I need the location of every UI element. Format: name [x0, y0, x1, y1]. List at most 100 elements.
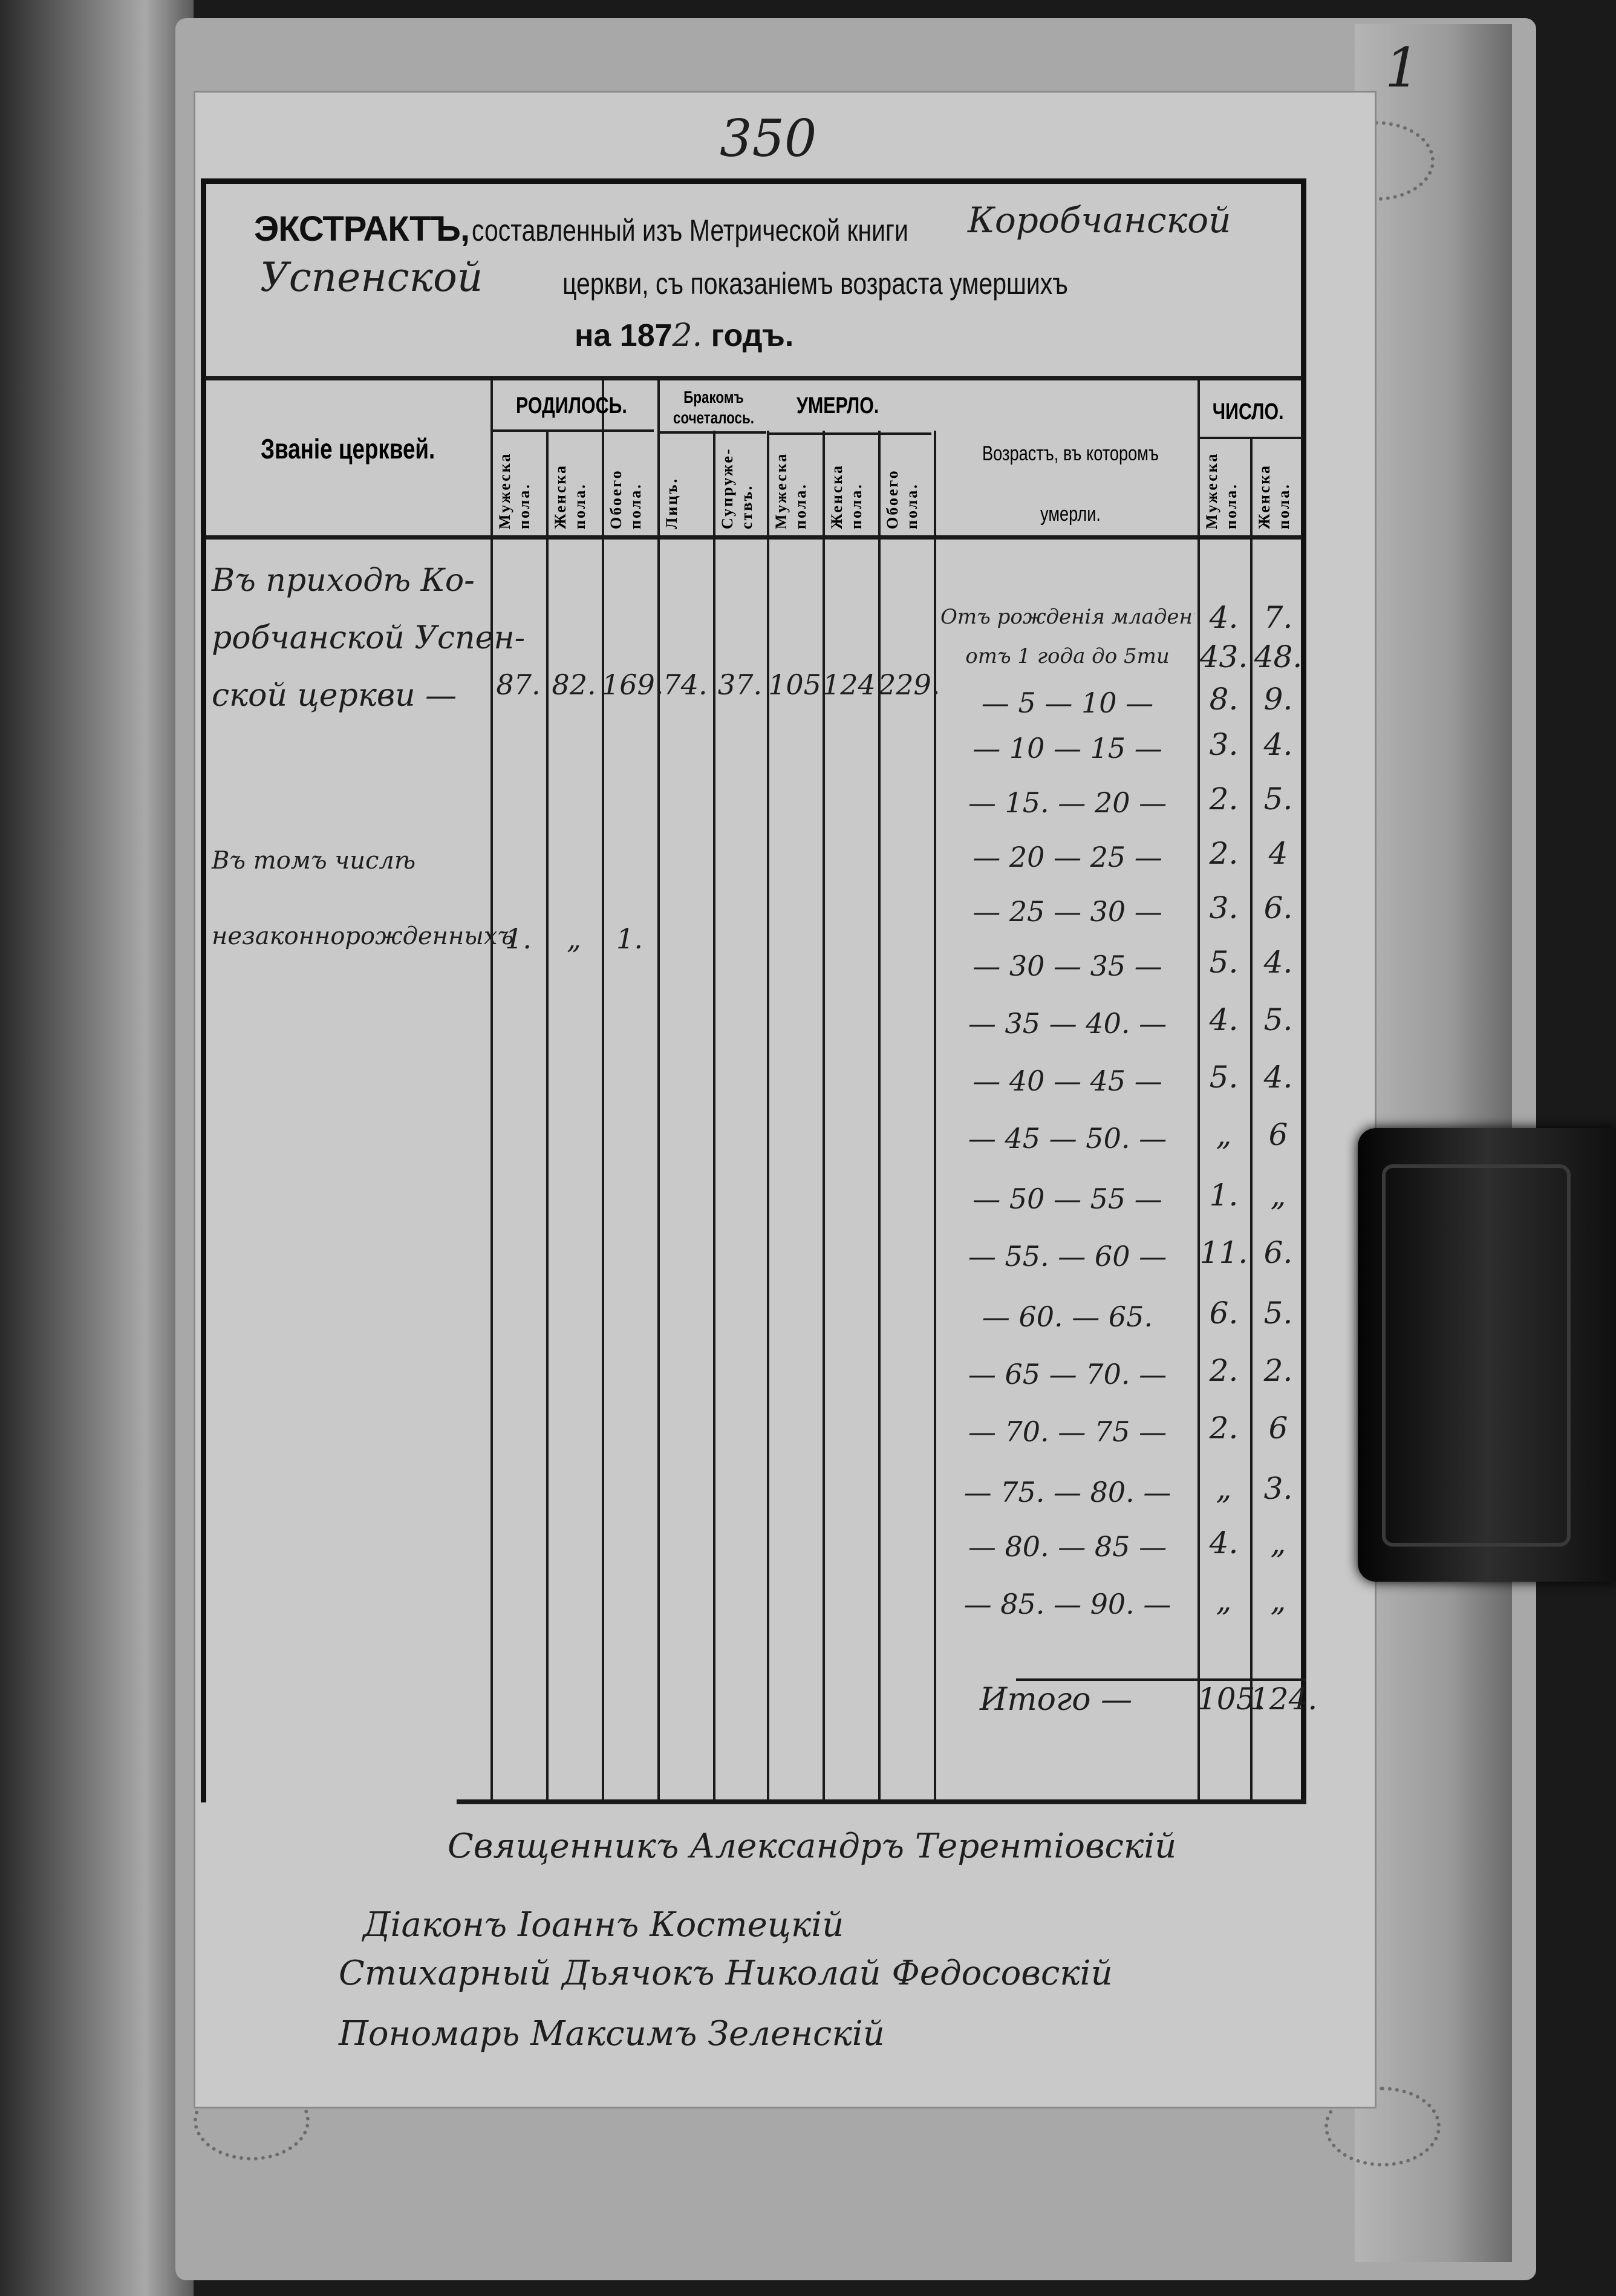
- age-range: — 35 — 40. —: [968, 1007, 1167, 1040]
- title-text: составленный изъ Метрической книги: [472, 214, 908, 247]
- header-age: Возрастъ, въ которомъ умерли.: [982, 442, 1159, 526]
- age-count-female: 4.: [1263, 1060, 1293, 1095]
- age-range: — 55. — 60 —: [968, 1240, 1167, 1273]
- entry-value: 87.: [496, 668, 541, 701]
- age-count-female: 2.: [1263, 1353, 1293, 1388]
- entry-value: 105: [768, 668, 821, 701]
- age-range: — 75. — 80. —: [963, 1476, 1171, 1508]
- age-count-male: 4.: [1209, 1002, 1239, 1037]
- entry-value: 1.: [616, 922, 643, 955]
- church-entry-name: Въ приходѣ Ко-: [212, 563, 475, 599]
- form-sheet: [194, 91, 1377, 2108]
- age-count-male: 3.: [1209, 890, 1239, 925]
- year-prefix: на 187: [575, 318, 673, 353]
- header-died: УМЕРЛО.: [797, 393, 879, 419]
- age-range: — 40 — 45 —: [973, 1065, 1162, 1097]
- age-count-male: 43.: [1199, 639, 1248, 674]
- age-range: — 20 — 25 —: [973, 841, 1162, 873]
- age-count-female: 9.: [1263, 682, 1293, 717]
- folio-number: 1: [1385, 36, 1420, 100]
- age-count-male: 4.: [1209, 600, 1239, 635]
- age-count-male: 2.: [1209, 781, 1239, 817]
- age-range: — 5 — 10 —: [981, 687, 1154, 719]
- age-count-female: 5.: [1263, 781, 1293, 817]
- header-count: ЧИСЛО.: [1212, 399, 1284, 425]
- header-bottom-rule: [206, 535, 1302, 540]
- age-count-female: 4: [1268, 836, 1288, 871]
- archive-number: 350: [720, 109, 817, 168]
- age-count-male: 2.: [1209, 1411, 1239, 1446]
- age-count-male: 5.: [1209, 945, 1239, 980]
- column-rule: [878, 431, 881, 1802]
- church-entry-name: робчанской Успен-: [212, 620, 526, 656]
- title-word: ЭКСТРАКТЪ,: [254, 209, 470, 249]
- age-count-female: 48.: [1254, 639, 1303, 674]
- header-top-rule: [206, 376, 1302, 380]
- age-count-male: „: [1216, 1117, 1232, 1152]
- header-born: РОДИЛОСЬ.: [515, 393, 627, 419]
- age-count-female: „: [1270, 1583, 1286, 1618]
- age-count-male: 11.: [1199, 1235, 1248, 1270]
- total-female: 124.: [1250, 1681, 1318, 1717]
- age-range: — 70. — 75 —: [968, 1415, 1167, 1448]
- signature-deacon: Дiаконъ Iоаннъ Костецкiй: [363, 1905, 844, 1945]
- signature-priest: Священникъ Александръ Терентiовскiй: [448, 1827, 1177, 1866]
- church-entry-name: ской церкви —: [212, 677, 457, 714]
- age-range: Отъ рожденiя младенца до 1го года —: [940, 605, 1194, 629]
- age-count-female: „: [1270, 1178, 1286, 1213]
- table-bottom-rule: [457, 1799, 1306, 1804]
- age-count-male: 3.: [1209, 727, 1239, 762]
- subheader-male: Мужеска пола.: [496, 452, 533, 529]
- age-range: — 65 — 70. —: [968, 1358, 1167, 1391]
- total-male: 105.: [1197, 1681, 1265, 1717]
- age-count-female: 5.: [1263, 1296, 1293, 1331]
- entry-value: 37.: [717, 668, 763, 701]
- age-count-female: 7.: [1263, 600, 1293, 635]
- entry-value: 1.: [505, 922, 532, 955]
- total-label: Итого —: [980, 1681, 1133, 1718]
- age-count-female: 6: [1268, 1117, 1288, 1152]
- church-name-handwritten-2: Успенской: [260, 254, 483, 301]
- entry-value: 229.: [878, 668, 940, 701]
- age-count-male: 4.: [1209, 1525, 1239, 1561]
- age-range: — 50 — 55 —: [973, 1182, 1162, 1215]
- subheader-male: Мужеска пола.: [772, 452, 809, 529]
- column-rule: [602, 378, 604, 1802]
- left-page-binding: [0, 0, 194, 2296]
- age-range: — 25 — 30 —: [973, 895, 1162, 928]
- age-count-male: 6.: [1209, 1296, 1239, 1331]
- title-year: на 1872. годъ.: [575, 318, 793, 354]
- subheader-both: Обоего пола.: [884, 469, 920, 529]
- table-frame: [201, 178, 1306, 1802]
- column-rule: [823, 431, 825, 1802]
- subheader-female: Женска пола.: [1256, 463, 1292, 529]
- subheader-female: Женска пола.: [552, 463, 588, 529]
- age-range: отъ 1 года до 5ти: [965, 644, 1170, 668]
- title-line-2: церкви, съ показанiемъ возраста умершихъ: [562, 267, 1068, 301]
- entry-value: 82.: [552, 668, 596, 701]
- column-rule: [1197, 378, 1200, 1802]
- year-handwritten: 2.: [672, 318, 703, 354]
- column-rule: [1250, 437, 1253, 1802]
- age-count-female: 5.: [1263, 1002, 1293, 1037]
- age-range: — 10 — 15 —: [973, 732, 1162, 765]
- binder-clip: [1358, 1128, 1616, 1582]
- subheader-female: Женска пола.: [828, 463, 865, 529]
- age-range: — 60. — 65.: [982, 1300, 1153, 1333]
- title-line-1: ЭКСТРАКТЪ, составленный изъ Метрической …: [254, 209, 1077, 249]
- total-rule: [1016, 1678, 1306, 1681]
- subheader-male: Мужеска пола.: [1203, 452, 1240, 529]
- subheader-both: Обоего пола.: [607, 469, 644, 529]
- column-rule: [490, 378, 493, 1802]
- church-entry-name: незаконнорожденныхъ: [212, 922, 514, 950]
- age-range: — 80. — 85 —: [968, 1530, 1167, 1563]
- age-count-female: 4.: [1263, 945, 1293, 980]
- age-count-male: „: [1216, 1583, 1232, 1618]
- signature-sacristan: Пономарь Максимъ Зеленскiй: [339, 2014, 885, 2053]
- column-rule: [713, 431, 715, 1802]
- age-count-female: 6.: [1263, 1235, 1293, 1270]
- age-count-male: 2.: [1209, 1353, 1239, 1388]
- signature-sexton: Стихарный Дьячокъ Николай Федосовскiй: [339, 1954, 1113, 1993]
- age-count-female: 6: [1268, 1411, 1288, 1446]
- entry-value: „: [567, 922, 581, 955]
